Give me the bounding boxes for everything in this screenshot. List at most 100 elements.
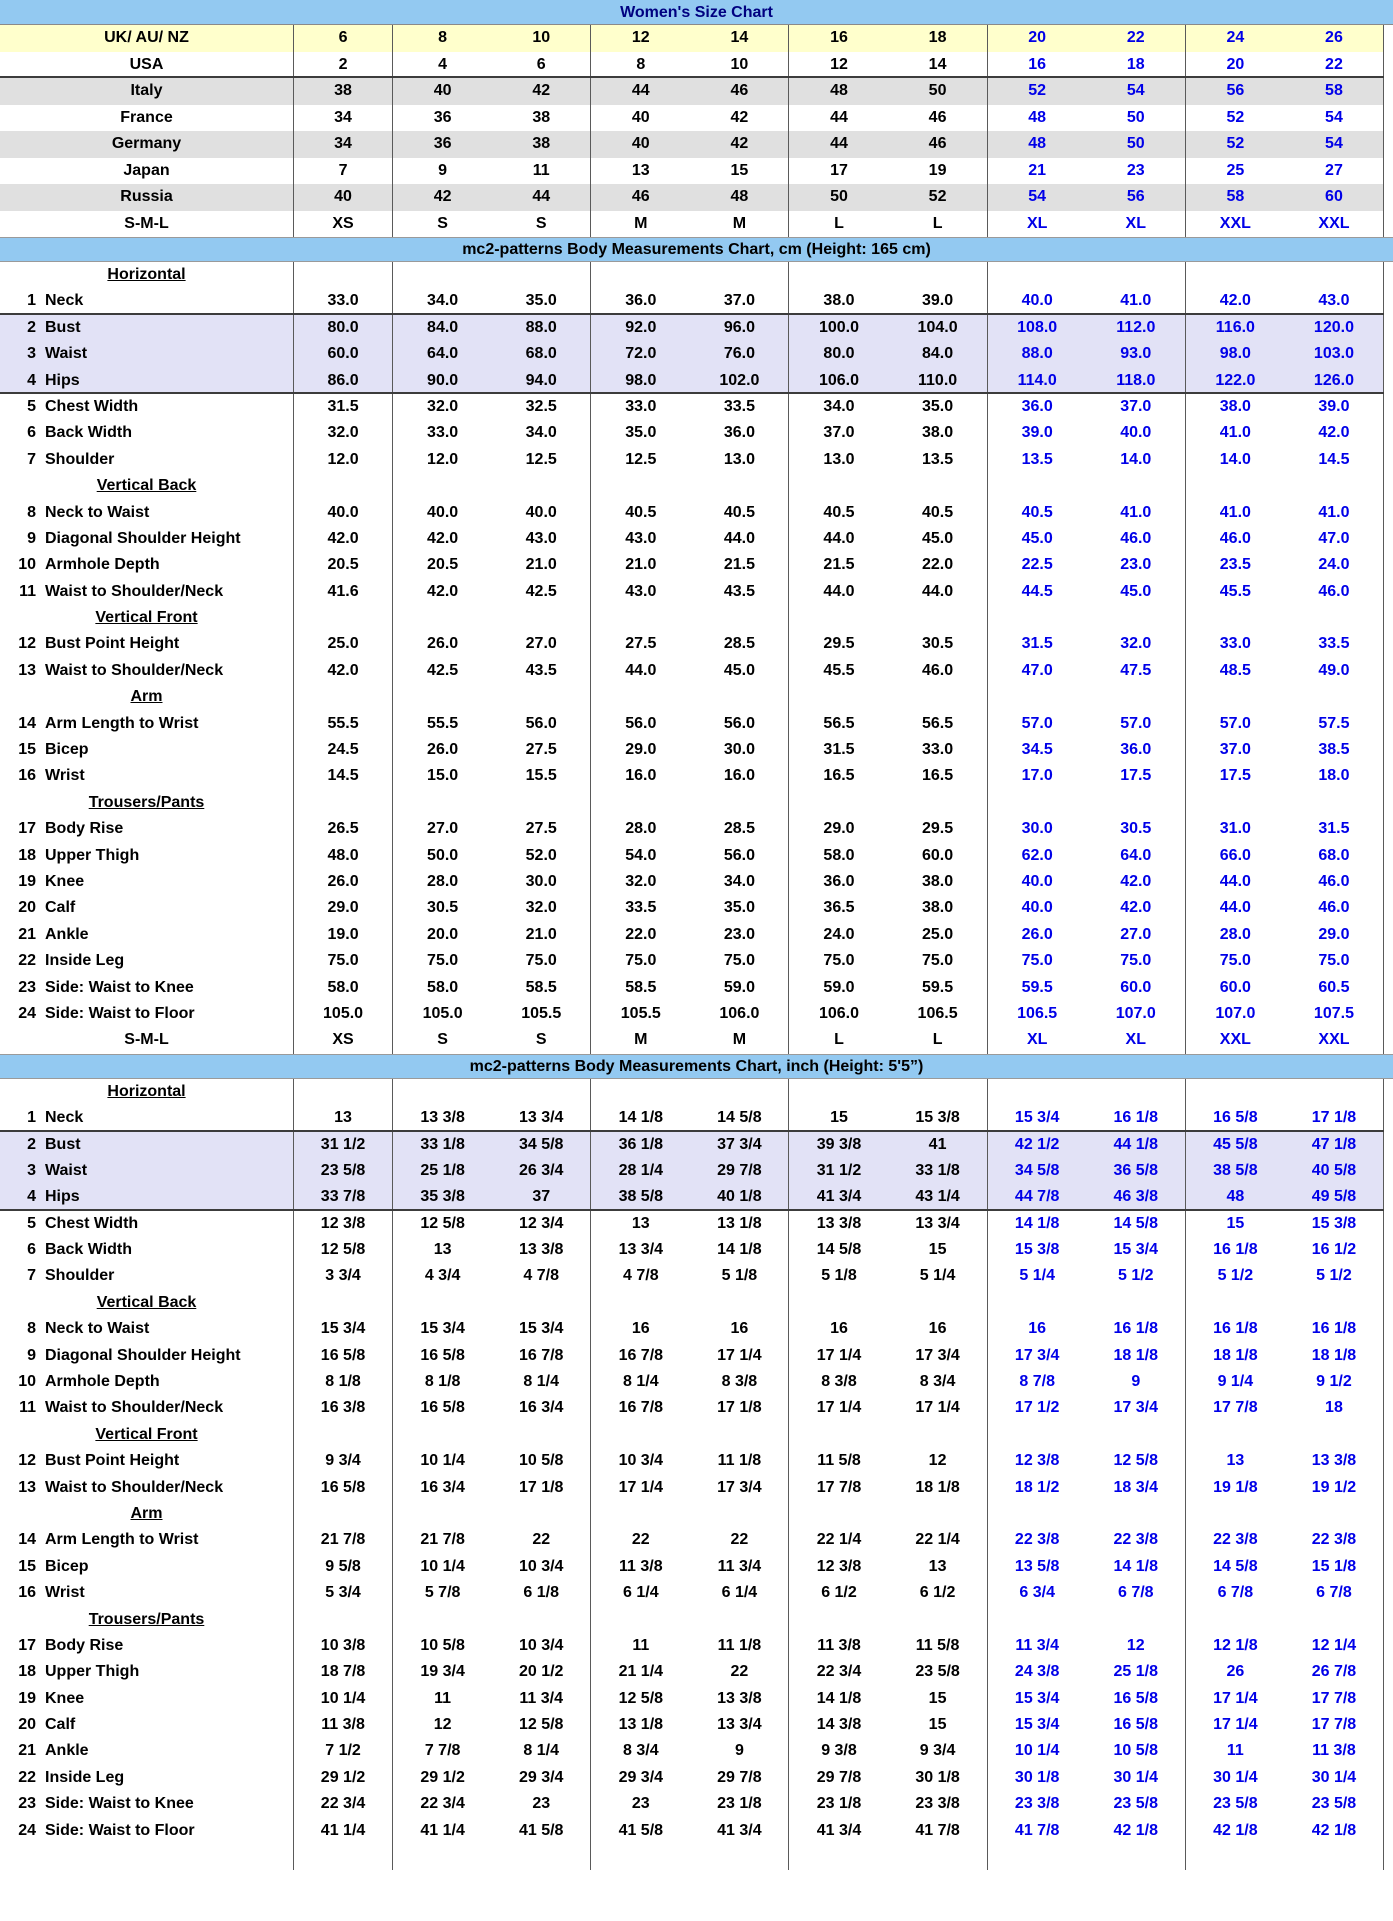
value-cell: 47 1/8 [1285, 1131, 1384, 1158]
value-cell: 48 [690, 184, 790, 211]
value-cell: 15.5 [492, 763, 592, 790]
row-label: 7 Shoulder [0, 1263, 294, 1290]
value-cell: 41 5/8 [618, 1821, 664, 1839]
row-number: 4 [27, 1188, 36, 1206]
table-row: 17 Body Rise 10 3/8 10 5/8 10 3/4 11 11 1/8 11 … [0, 1632, 1384, 1660]
value-cell: 16 [690, 1316, 790, 1343]
row-label-text: Armhole Depth [45, 556, 160, 574]
row-label-text: Waist to Shoulder/Neck [45, 1399, 224, 1417]
value-cell: 41 1/4 [294, 1817, 394, 1845]
value-cell: 41.0 [1219, 424, 1251, 442]
value-cell [294, 1500, 394, 1528]
value-cell: 41 7/8 [889, 1817, 988, 1845]
value-cell: 11 1/8 [690, 1632, 790, 1660]
row-label-text: Neck to Waist [45, 503, 150, 521]
row-number: 17 [18, 820, 36, 838]
value-cell: 31 1/2 [816, 1161, 862, 1179]
value-cell: 6 1/8 [492, 1580, 592, 1607]
value-cell: 31 1/2 [294, 1131, 394, 1158]
value-cell: 21.5 [690, 552, 790, 579]
value-cell: XXL [1285, 210, 1384, 237]
value-cell: 30.0 [690, 737, 790, 764]
group-header-row: Trousers/Pants [0, 1606, 1384, 1633]
value-cell: 16 [1028, 55, 1047, 73]
value-cell [889, 473, 988, 500]
row-number: 8 [27, 503, 36, 521]
value-cell: 86.0 [294, 367, 394, 392]
row-label: 12 Bust Point Height [0, 1448, 294, 1475]
value-cell: 11 3/8 [817, 1636, 861, 1654]
value-cell: 10 [492, 25, 592, 52]
value-cell: 17 [830, 161, 848, 179]
value-cell [690, 605, 790, 632]
row-number: 24 [18, 1004, 36, 1022]
value-cell: 12 [1087, 1632, 1186, 1660]
value-cell: 15 3/8 [889, 1105, 988, 1130]
value-cell: 36.5 [823, 899, 855, 917]
value-cell: 106.0 [690, 1000, 790, 1028]
group-label: Vertical Front [0, 605, 294, 632]
value-cell: 44 [631, 82, 650, 99]
value-cell: 11 3/8 [1285, 1738, 1384, 1765]
table-row: 9 Diagonal Shoulder Height 42.0 42.0 43.0 43.… [0, 525, 1384, 553]
value-cell: 33.5 [1285, 631, 1384, 658]
value-cell: 22 3/4 [420, 1795, 465, 1813]
value-cell: 35.0 [889, 393, 988, 421]
value-cell [889, 1606, 988, 1633]
group-header-row: Horizontal [0, 262, 1384, 289]
value-cell: 15 [690, 157, 790, 184]
value-cell [591, 262, 690, 288]
value-cell: S [492, 1027, 592, 1054]
value-cell: 3 3/4 [294, 1263, 394, 1290]
value-cell: 46.0 [1285, 868, 1384, 896]
value-cell: 41 7/8 [1014, 1821, 1060, 1839]
value-cell: 42 [690, 131, 790, 158]
row-number: 1 [27, 1109, 36, 1127]
row-number: 6 [27, 424, 36, 442]
row-label-text: Bust Point Height [45, 635, 180, 653]
value-cell: 14 1/8 [690, 1237, 790, 1264]
value-cell: 45.0 [690, 657, 790, 685]
value-cell: 48.0 [294, 842, 394, 869]
value-cell: 36 5/8 [1087, 1157, 1186, 1185]
value-cell: 29.0 [625, 741, 657, 759]
value-cell: 6 [492, 51, 592, 76]
value-cell: 41.0 [1087, 288, 1186, 313]
row-label: 15 Bicep [0, 737, 294, 764]
row-label-text: Waist [45, 1161, 88, 1179]
value-cell [889, 684, 988, 711]
value-cell: 96.0 [690, 314, 790, 342]
value-cell: 14 1/8 [816, 1689, 862, 1707]
value-cell: 34.5 [1021, 741, 1053, 759]
value-cell: 6 1/2 [821, 1584, 857, 1602]
value-cell: 42.0 [427, 529, 459, 547]
value-cell [294, 605, 394, 632]
value-cell: 28 1/4 [618, 1161, 664, 1179]
value-cell: 68.0 [1285, 842, 1384, 869]
value-cell: 46 [889, 104, 988, 131]
value-cell: 76.0 [690, 341, 790, 368]
row-label: 16 Wrist [0, 1580, 294, 1607]
value-cell: S [437, 1031, 448, 1049]
value-cell: 106.0 [818, 1004, 860, 1022]
value-cell: 30 1/8 [889, 1764, 988, 1792]
value-cell: 27.0 [427, 820, 459, 838]
value-cell: 44 7/8 [1014, 1188, 1060, 1206]
value-cell: 16 3/8 [294, 1395, 394, 1422]
value-cell: 15 3/4 [1014, 1109, 1060, 1127]
table-row: USA 2 4 6 8 10 12 14 16 18 20 22 [0, 51, 1384, 78]
value-cell: 46.0 [889, 657, 988, 685]
value-cell: 45.0 [1087, 578, 1186, 606]
value-cell [393, 262, 492, 288]
value-cell: 22 [1087, 25, 1186, 52]
value-cell [789, 1501, 888, 1527]
value-cell: 12 5/8 [1087, 1448, 1186, 1475]
row-label: 17 Body Rise [0, 816, 294, 843]
value-cell: 45 5/8 [1213, 1135, 1258, 1153]
value-cell: 15 [889, 1237, 988, 1264]
row-number: 14 [18, 1531, 36, 1549]
value-cell: 15.0 [427, 767, 459, 785]
value-cell: 44.5 [1021, 582, 1053, 600]
value-cell: 30 1/4 [1087, 1764, 1186, 1792]
value-cell [1186, 1844, 1285, 1870]
